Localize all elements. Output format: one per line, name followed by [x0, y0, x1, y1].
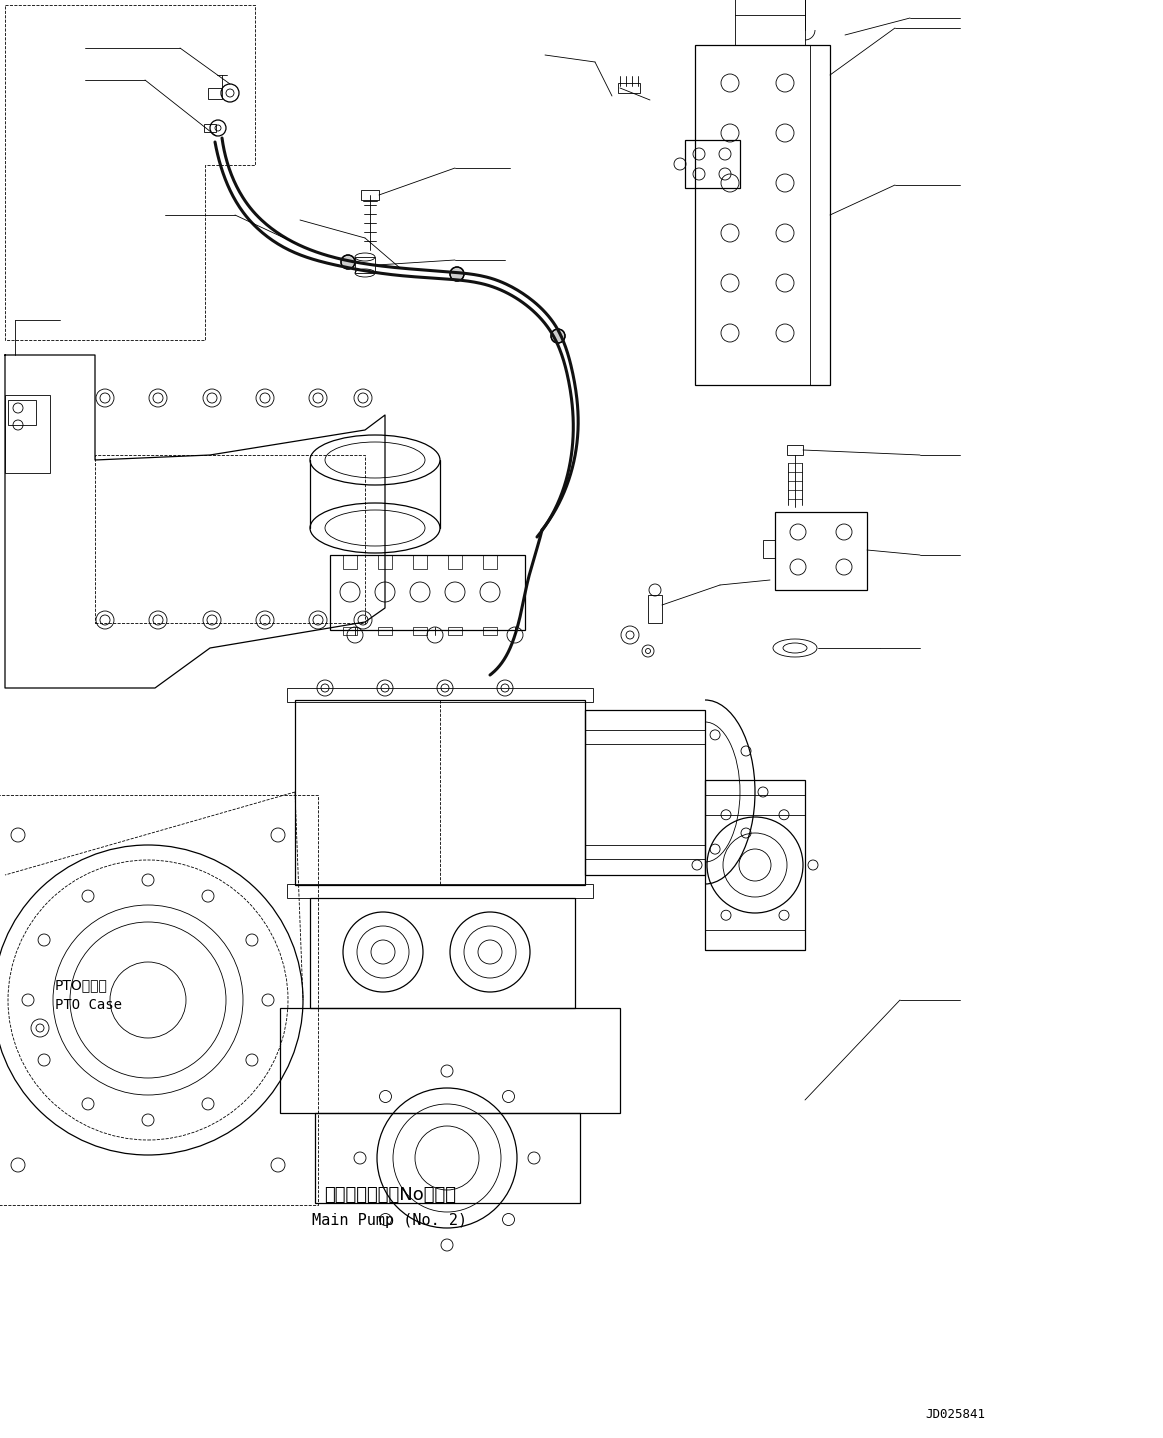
Bar: [448, 555, 462, 569]
Bar: [448, 627, 462, 636]
Bar: [378, 555, 392, 569]
Bar: [315, 1113, 580, 1204]
Bar: [585, 846, 705, 858]
Bar: [361, 190, 379, 200]
Bar: [330, 555, 525, 630]
Text: メインポンプ（No．２）: メインポンプ（No．２）: [324, 1186, 456, 1204]
Text: PTO Case: PTO Case: [55, 998, 122, 1012]
Bar: [295, 700, 585, 884]
Bar: [483, 555, 497, 569]
Bar: [705, 930, 805, 951]
Bar: [787, 444, 802, 454]
Text: JD025841: JD025841: [925, 1408, 985, 1422]
Bar: [585, 710, 705, 874]
Bar: [204, 124, 216, 132]
Bar: [413, 555, 427, 569]
Bar: [95, 454, 365, 623]
Bar: [287, 687, 593, 702]
Bar: [343, 555, 357, 569]
Bar: [413, 627, 427, 636]
Text: PTOケース: PTOケース: [55, 978, 108, 992]
Bar: [775, 512, 866, 590]
Bar: [648, 595, 662, 623]
Bar: [378, 627, 392, 636]
Bar: [763, 541, 775, 558]
Bar: [685, 139, 740, 188]
Bar: [735, 0, 805, 45]
Bar: [5, 395, 50, 473]
Bar: [208, 88, 222, 99]
Bar: [343, 627, 357, 636]
Bar: [0, 795, 317, 1205]
Bar: [585, 731, 705, 743]
Circle shape: [341, 255, 355, 269]
Bar: [695, 45, 830, 385]
Bar: [280, 1008, 620, 1113]
Circle shape: [450, 267, 464, 280]
Text: Main Pump (No. 2): Main Pump (No. 2): [313, 1212, 468, 1228]
Bar: [355, 257, 374, 273]
Bar: [311, 897, 575, 1008]
Bar: [705, 779, 805, 951]
Circle shape: [551, 329, 565, 344]
Bar: [618, 83, 640, 93]
Bar: [483, 627, 497, 636]
Bar: [705, 795, 805, 815]
Bar: [287, 884, 593, 897]
Bar: [8, 400, 36, 426]
